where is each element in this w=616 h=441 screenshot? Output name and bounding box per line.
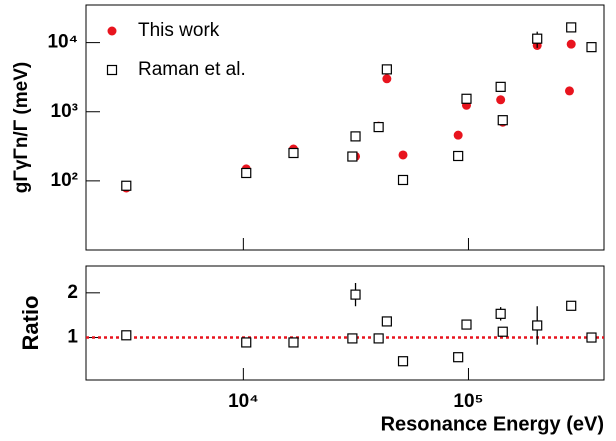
point xyxy=(461,93,472,104)
point xyxy=(381,64,392,75)
point xyxy=(241,167,252,179)
point xyxy=(566,39,576,49)
point xyxy=(350,289,361,300)
point xyxy=(381,316,392,327)
point xyxy=(288,337,299,348)
point xyxy=(532,320,543,331)
legend-label: This work xyxy=(138,20,220,41)
point xyxy=(532,33,543,44)
point xyxy=(495,308,506,319)
legend-label: Raman et al. xyxy=(138,59,246,80)
legend-marker xyxy=(106,64,118,76)
point xyxy=(373,333,384,344)
x-tick-label: 10⁵ xyxy=(453,391,483,412)
y-tick-label: 2 xyxy=(67,282,78,303)
point xyxy=(382,74,392,84)
point xyxy=(398,150,408,160)
y-tick-label: 1 xyxy=(67,327,78,348)
point xyxy=(241,337,252,348)
legend-marker xyxy=(107,26,117,36)
point xyxy=(397,356,409,367)
point xyxy=(373,121,384,133)
point xyxy=(497,326,508,337)
point xyxy=(121,330,132,341)
point xyxy=(495,81,506,92)
point xyxy=(497,115,508,126)
point xyxy=(496,95,506,105)
point xyxy=(566,300,577,311)
point xyxy=(453,352,464,363)
y-axis-label: gΓγΓn/Γ (meV) xyxy=(11,62,32,193)
point xyxy=(397,174,409,186)
point xyxy=(566,22,577,33)
point xyxy=(586,42,597,53)
point xyxy=(564,86,574,96)
point xyxy=(453,150,464,162)
point xyxy=(586,332,597,343)
y-tick-label: 10² xyxy=(51,170,78,191)
top-frame xyxy=(85,4,605,251)
point xyxy=(288,147,299,159)
bottom-frame xyxy=(85,265,605,381)
y-tick-label: 10³ xyxy=(51,101,78,122)
y-tick-label: 10⁴ xyxy=(47,32,78,53)
point xyxy=(121,180,132,191)
x-axis-label: Resonance Energy (eV) xyxy=(381,413,604,435)
x-tick-label: 10⁴ xyxy=(228,391,259,412)
y-axis-label: Ratio xyxy=(18,296,43,351)
point xyxy=(350,131,361,142)
point xyxy=(347,333,358,344)
point xyxy=(461,319,472,330)
point xyxy=(453,130,463,140)
point xyxy=(347,151,358,162)
